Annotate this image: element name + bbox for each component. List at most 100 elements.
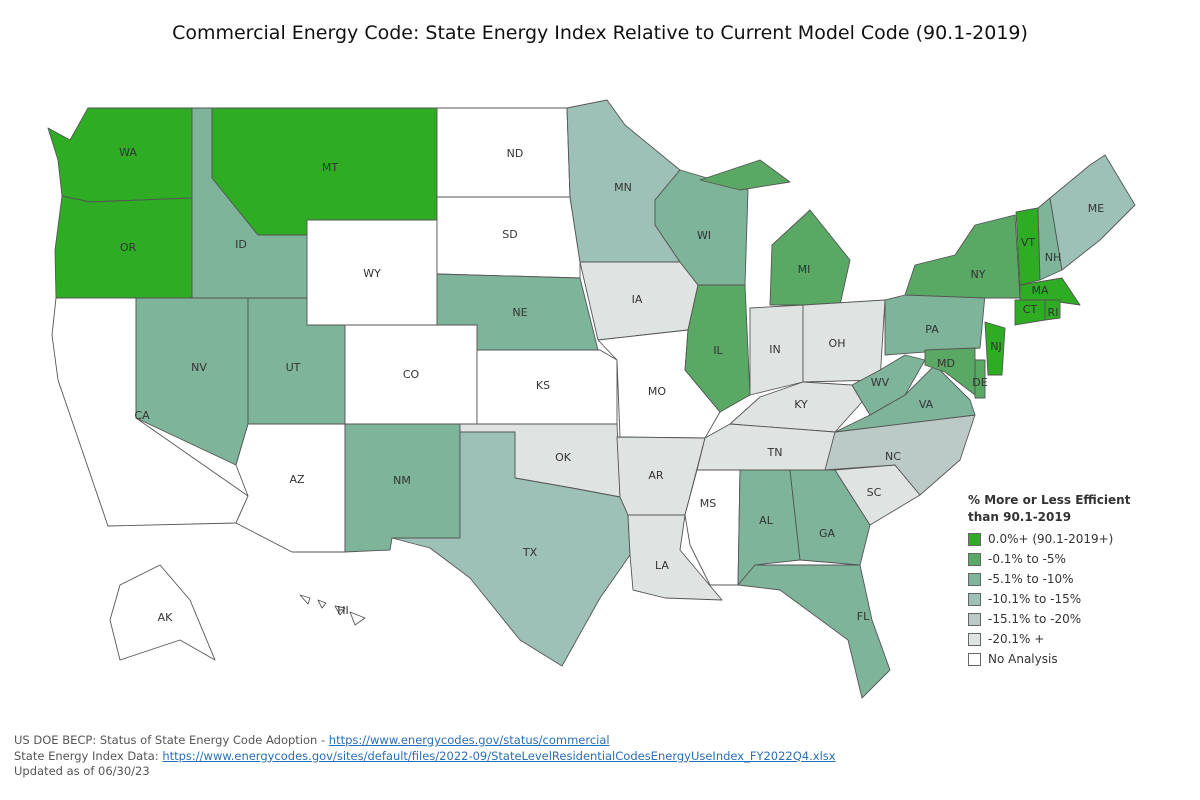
state-nd[interactable] <box>436 107 571 198</box>
footer-line-2: State Energy Index Data: https://www.ene… <box>14 749 836 765</box>
state-label-wa: WA <box>119 146 137 159</box>
state-label-nj: NJ <box>990 340 1001 353</box>
state-label-sd: SD <box>502 228 517 241</box>
legend-item[interactable]: 0.0%+ (90.1-2019+) <box>968 529 1130 549</box>
state-label-la: LA <box>655 559 669 572</box>
state-al[interactable] <box>737 469 801 586</box>
state-label-ct: CT <box>1023 303 1038 316</box>
legend-swatch <box>968 612 981 626</box>
legend-swatch <box>968 652 981 666</box>
legend-swatch <box>968 592 981 606</box>
state-label-ar: AR <box>648 469 664 482</box>
state-label-fl: FL <box>857 610 870 623</box>
state-label-ga: GA <box>819 527 836 540</box>
footer-data-text: State Energy Index Data: <box>14 748 163 763</box>
state-fl[interactable] <box>737 564 891 699</box>
state-label-ne: NE <box>512 306 527 319</box>
legend-swatch <box>968 532 981 546</box>
state-label-oh: OH <box>829 337 846 350</box>
state-wv[interactable] <box>851 354 926 416</box>
state-il[interactable] <box>684 284 751 413</box>
state-ma[interactable] <box>1019 277 1081 306</box>
state-md[interactable] <box>924 347 976 396</box>
state-label-al: AL <box>759 514 774 527</box>
state-label-or: OR <box>120 241 137 254</box>
legend-item[interactable]: -15.1% to -20% <box>968 609 1130 629</box>
state-label-sc: SC <box>867 486 882 499</box>
state-label-co: CO <box>403 368 420 381</box>
state-la[interactable] <box>627 514 723 601</box>
legend-item[interactable]: -5.1% to -10% <box>968 569 1130 589</box>
legend: % More or Less Efficient than 90.1-2019 … <box>968 492 1130 669</box>
state-label-ia: IA <box>632 293 643 306</box>
legend-label: 0.0%+ (90.1-2019+) <box>988 532 1114 546</box>
state-label-ri: RI <box>1048 306 1059 319</box>
state-label-mn: MN <box>614 181 632 194</box>
footer: US DOE BECP: Status of State Energy Code… <box>14 733 836 780</box>
state-label-de: DE <box>972 376 987 389</box>
legend-label: No Analysis <box>988 652 1058 666</box>
legend-swatch <box>968 552 981 566</box>
state-label-id: ID <box>235 238 247 251</box>
state-mi[interactable] <box>699 159 851 306</box>
state-hi[interactable] <box>299 594 366 626</box>
state-tx[interactable] <box>391 431 631 667</box>
state-label-nc: NC <box>885 450 901 463</box>
legend-item[interactable]: -20.1% + <box>968 629 1130 649</box>
state-label-mt: MT <box>322 161 338 174</box>
state-ks[interactable] <box>476 349 618 425</box>
legend-item[interactable]: -0.1% to -5% <box>968 549 1130 569</box>
footer-source-link[interactable]: https://www.energycodes.gov/status/comme… <box>328 733 610 747</box>
map-title: Commercial Energy Code: State Energy Ind… <box>172 22 1028 44</box>
state-label-hi: HI <box>337 604 349 617</box>
legend-title-line1: % More or Less Efficient <box>968 493 1131 507</box>
state-nj[interactable] <box>984 321 1006 376</box>
state-az[interactable] <box>235 423 346 553</box>
footer-line-1: US DOE BECP: Status of State Energy Code… <box>14 733 836 749</box>
state-label-in: IN <box>769 343 780 356</box>
legend-label: -0.1% to -5% <box>988 552 1066 566</box>
state-label-wy: WY <box>363 267 381 280</box>
state-label-ky: KY <box>794 398 808 411</box>
state-sd[interactable] <box>436 196 581 279</box>
state-label-ks: KS <box>536 379 550 392</box>
state-label-pa: PA <box>925 323 939 336</box>
state-label-va: VA <box>919 398 934 411</box>
state-label-ca: CA <box>134 409 150 422</box>
legend-title-line2: than 90.1-2019 <box>968 510 1072 524</box>
legend-item[interactable]: No Analysis <box>968 649 1130 669</box>
state-pa[interactable] <box>884 294 986 356</box>
state-ny[interactable] <box>904 214 1021 299</box>
state-label-ms: MS <box>700 497 716 510</box>
state-label-mo: MO <box>648 385 666 398</box>
state-label-md: MD <box>937 357 955 370</box>
state-label-nd: ND <box>507 147 524 160</box>
state-ri[interactable] <box>1044 299 1061 321</box>
state-label-vt: VT <box>1021 236 1036 249</box>
state-label-ma: MA <box>1031 284 1048 297</box>
state-label-nh: NH <box>1045 251 1062 264</box>
state-label-ut: UT <box>286 361 301 374</box>
states-layer <box>47 99 1136 699</box>
legend-label: -10.1% to -15% <box>988 592 1082 606</box>
state-label-tx: TX <box>522 546 538 559</box>
legend-swatch <box>968 572 981 586</box>
state-label-tn: TN <box>767 446 783 459</box>
state-label-il: IL <box>713 344 723 357</box>
state-me[interactable] <box>1049 154 1136 271</box>
legend-item[interactable]: -10.1% to -15% <box>968 589 1130 609</box>
state-label-wv: WV <box>871 376 890 389</box>
legend-label: -15.1% to -20% <box>988 612 1082 626</box>
state-ak[interactable] <box>109 564 216 661</box>
state-label-mi: MI <box>798 263 811 276</box>
state-label-me: ME <box>1088 202 1104 215</box>
footer-source-text: US DOE BECP: Status of State Energy Code… <box>14 733 329 747</box>
legend-items: 0.0%+ (90.1-2019+) -0.1% to -5% -5.1% to -… <box>968 529 1130 669</box>
state-nm[interactable] <box>344 423 461 553</box>
state-label-az: AZ <box>289 473 305 486</box>
state-label-nm: NM <box>393 474 411 487</box>
footer-data-link[interactable]: https://www.energycodes.gov/sites/defaul… <box>162 748 836 763</box>
legend-label: -5.1% to -10% <box>988 572 1074 586</box>
footer-updated: Updated as of 06/30/23 <box>14 764 150 778</box>
